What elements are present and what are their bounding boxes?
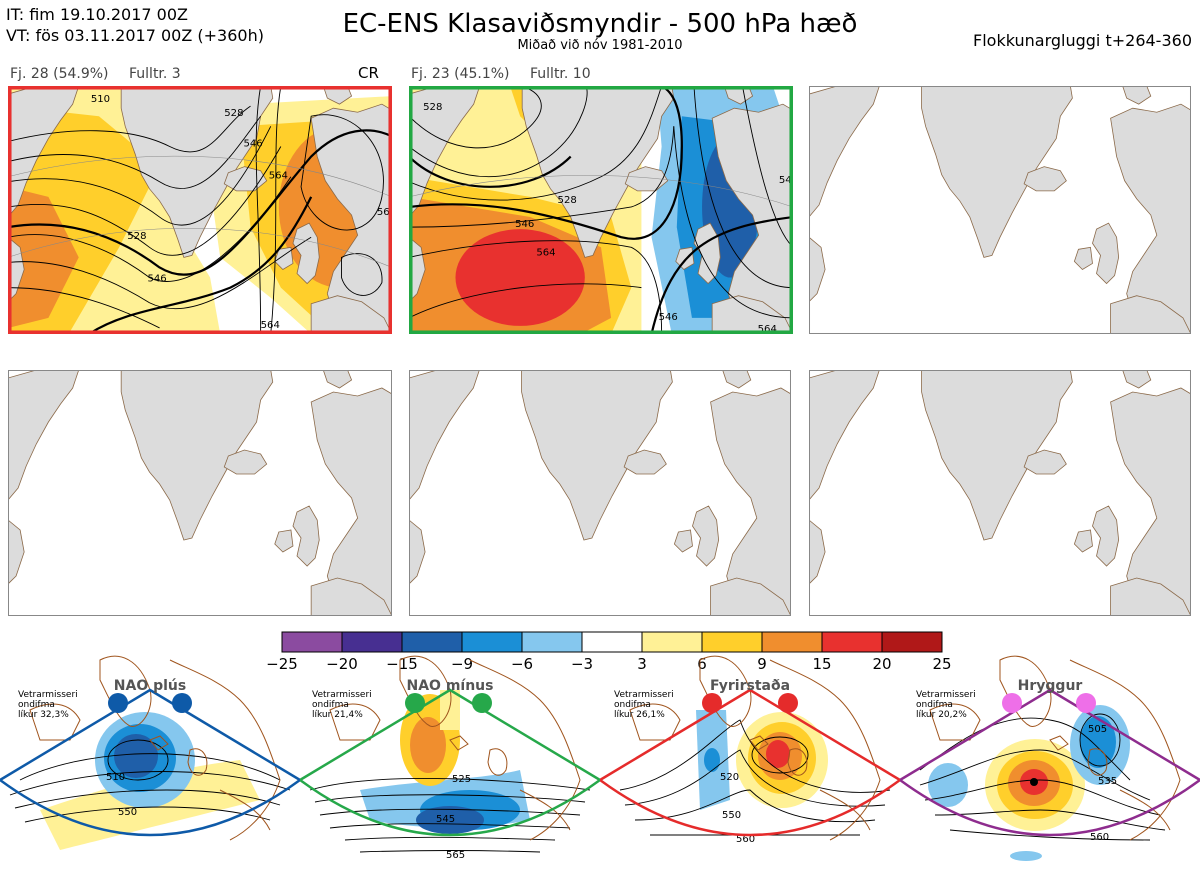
- regime-title: Hryggur: [1017, 678, 1083, 694]
- page-subtitle: Miðað við nóv 1981-2010: [517, 38, 683, 53]
- colorbar-tick-label: 20: [872, 655, 891, 673]
- regime-marker: [1002, 693, 1022, 713]
- regime-ridge: 505 535 560 Hryggur Vetrarmisseri ondifma…: [900, 630, 1200, 875]
- cluster-window: Flokkunargluggi t+264-360: [973, 31, 1192, 50]
- regime-marker: [172, 693, 192, 713]
- regime-label: 520: [720, 772, 739, 783]
- cluster-1-count: Fj. 28 (54.9%): [10, 66, 109, 82]
- colorbar-tick-label: 3: [637, 655, 647, 673]
- colorbar-tick-label: −15: [386, 655, 418, 673]
- contour-label: 528: [423, 102, 442, 113]
- regime-title: NAO plús: [113, 678, 187, 694]
- contour-label: 546: [243, 138, 262, 149]
- contour-label: 528: [558, 195, 577, 206]
- cluster-1-regime-tag: CR: [358, 64, 379, 82]
- regime-marker: [1076, 693, 1096, 713]
- contour-label: 546: [147, 274, 166, 285]
- contour-label: 564: [377, 207, 392, 218]
- empty-map-4: [8, 370, 392, 616]
- contour-label: 564: [536, 247, 555, 258]
- colorbar-tick-label: −9: [451, 655, 473, 673]
- cluster-2-frame: [409, 86, 793, 334]
- regime-label: 510: [106, 772, 125, 783]
- regime-label: 560: [1090, 832, 1109, 843]
- contour-label: 546: [659, 312, 678, 323]
- colorbar-tick-label: −20: [326, 655, 358, 673]
- regime-label: 505: [1088, 724, 1107, 735]
- cluster-1-map: 510 528 528 546 546 564 564 564: [8, 86, 392, 334]
- regime-marker: [778, 693, 798, 713]
- colorbar-tick-label: 25: [932, 655, 951, 673]
- regime-nao-plus: 510 550 NAO plús Vetrarmisseri ondifma lík…: [0, 630, 300, 875]
- header-info: IT: fim 19.10.2017 00Z VT: fös 03.11.201…: [6, 4, 264, 46]
- contour-label: 528: [127, 231, 146, 242]
- regime-label: 535: [1098, 776, 1117, 787]
- empty-map-3: [809, 86, 1191, 334]
- valid-time: VT: fös 03.11.2017 00Z (+360h): [6, 26, 264, 45]
- regime-label: 550: [118, 807, 137, 818]
- colorbar-bin: [881, 631, 943, 653]
- contour-label: 546: [779, 175, 793, 186]
- regime-blocking: 520 550 560 Fyrirstaða Vetrarmisseri ondi…: [600, 630, 900, 875]
- regime-label: 525: [452, 774, 471, 785]
- cluster-1-rep: Fulltr. 3: [129, 66, 181, 82]
- regime-label: 565: [446, 850, 465, 861]
- regime-info: Vetrarmisseri ondifma líkur 21,4%: [312, 690, 372, 720]
- colorbar-tick-label: 15: [812, 655, 831, 673]
- regime-info: Vetrarmisseri ondifma líkur 20,2%: [916, 690, 976, 720]
- page-title: EC-ENS Klasaviðsmyndir - 500 hPa hæð: [342, 9, 858, 39]
- cluster-1-frame: [8, 86, 392, 334]
- contour-label: 546: [515, 219, 534, 230]
- regime-label: 550: [722, 810, 741, 821]
- colorbar-tick-label: −25: [266, 655, 298, 673]
- colorbar-tick-label: 9: [757, 655, 767, 673]
- cluster-2-rep: Fulltr. 10: [530, 66, 591, 82]
- regime-marker: [405, 693, 425, 713]
- cluster-2-map: 528 528 546 564 546 564 546: [409, 86, 793, 334]
- regime-nao-minus: 525 545 565 NAO mínus Vetrarmisseri ondif…: [300, 630, 600, 875]
- contour-label: 564: [261, 320, 280, 331]
- colorbar-tick-label: 6: [697, 655, 707, 673]
- empty-map-6: [809, 370, 1191, 616]
- regime-marker: [702, 693, 722, 713]
- regime-title: Fyrirstaða: [709, 678, 791, 694]
- regime-marker: [472, 693, 492, 713]
- regime-marker: [108, 693, 128, 713]
- colorbar-tick-label: −3: [571, 655, 593, 673]
- regime-info: Vetrarmisseri ondifma líkur 26,1%: [614, 690, 674, 720]
- regime-title: NAO mínus: [406, 678, 494, 694]
- colorbar-tick-label: −6: [511, 655, 533, 673]
- colorbar: −25 −20 −15 −9 −6 −3 3 6 9 15 20 25: [266, 631, 952, 673]
- contour-label: 528: [224, 108, 243, 119]
- cluster-2-count: Fj. 23 (45.1%): [411, 66, 510, 82]
- regime-label: 560: [736, 834, 755, 845]
- regime-info: Vetrarmisseri ondifma líkur 32,3%: [18, 690, 78, 720]
- contour-label: 510: [91, 94, 110, 105]
- contour-label: 564: [269, 171, 288, 182]
- initial-time: IT: fim 19.10.2017 00Z: [6, 5, 188, 24]
- contour-label: 564: [758, 324, 777, 334]
- empty-map-5: [409, 370, 791, 616]
- regime-label: 545: [436, 814, 455, 825]
